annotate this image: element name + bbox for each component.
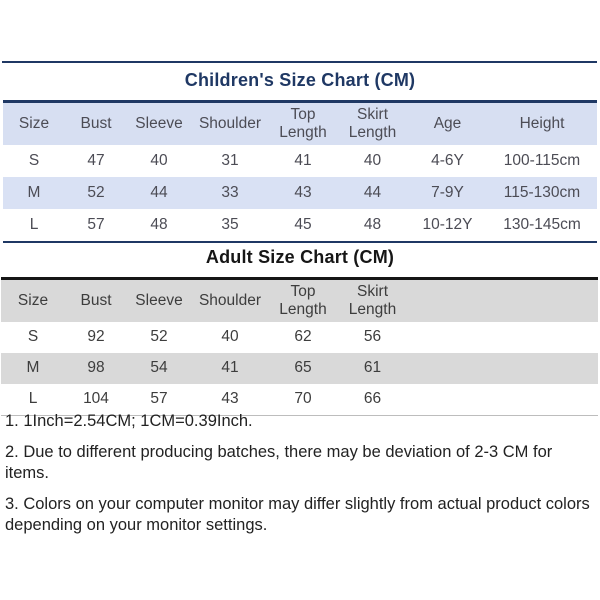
footnote-color-disclaimer: 3. Colors on your computer monitor may d… [5,495,590,534]
footnote-size-deviation: 2. Due to different producing batches, t… [5,443,553,482]
table-cell: 43 [294,183,312,201]
table-cell: 98 [87,359,105,377]
column-header: Skirt Length [348,106,397,141]
table-cell: M [27,183,41,201]
table-row: M 98 54 41 65 61 [1,352,598,384]
adult-header-row: Size Bust Sleeve Shoulder Top Length Skirt Le… [1,278,598,322]
table-cell: 31 [221,151,239,169]
table-row: L 104 57 43 70 66 [1,384,598,416]
table-cell: 56 [363,328,382,346]
top-divider-rule [2,61,597,63]
table-cell: 33 [221,183,239,201]
column-header: Age [433,114,462,132]
table-cell: M [26,359,40,377]
column-header: Shoulder [198,291,262,309]
table-cell: 41 [221,359,239,377]
table-cell: 10-12Y [422,215,473,233]
table-row: S 92 52 40 62 56 [1,322,598,353]
table-cell: 61 [363,359,382,377]
table-cell: 54 [150,359,168,377]
column-header: Sleeve [135,291,183,309]
table-cell: 41 [294,151,312,169]
children-chart-title: Children's Size Chart (CM) [184,70,416,90]
children-header-row: Size Bust Sleeve Shoulder Top Length Skirt Le… [3,101,597,145]
table-cell: 115-130cm [503,183,581,201]
column-header: Bust [80,114,112,132]
adult-size-table: Size Bust Sleeve Shoulder Top Length Skirt Le… [1,277,598,416]
footnotes: 1. 1Inch=2.54CM; 1CM=0.39Inch. 2. Due to… [5,411,595,546]
adult-chart-title: Adult Size Chart (CM) [205,247,395,267]
table-cell: S [27,328,39,346]
table-cell: 57 [150,390,168,408]
table-cell: 57 [87,215,105,233]
table-cell: 66 [363,390,382,408]
table-cell: 40 [363,151,382,169]
table-cell: 44 [363,183,382,201]
table-cell: 40 [221,328,239,346]
table-cell: L [28,390,38,408]
column-header: Height [519,114,565,132]
column-header: Size [17,291,49,309]
table-cell [408,322,598,353]
table-cell: 43 [221,390,239,408]
column-header: Bust [80,291,112,309]
table-cell: 48 [363,215,382,233]
footnote-inch-conversion: 1. 1Inch=2.54CM; 1CM=0.39Inch. [5,412,253,430]
table-cell: S [28,151,40,169]
table-cell: 52 [87,183,105,201]
table-cell: 130-145cm [503,215,581,233]
table-cell: 104 [83,390,109,408]
table-cell: L [29,215,39,233]
table-cell: 62 [294,328,312,346]
table-cell: 47 [87,151,105,169]
column-header: Size [18,114,50,132]
table-cell: 44 [150,183,168,201]
table-cell [408,353,598,384]
table-cell: 48 [150,215,168,233]
table-cell: 92 [87,328,105,346]
table-cell: 70 [294,390,312,408]
column-header: Top Length [279,283,327,318]
table-cell: 65 [294,359,312,377]
column-header: Sleeve [135,114,183,132]
table-cell: 52 [150,328,168,346]
column-header: Shoulder [198,114,262,132]
children-size-table: Size Bust Sleeve Shoulder Top Length Skirt Le… [3,100,597,243]
table-cell: 45 [294,215,312,233]
column-header: Skirt Length [348,283,397,318]
table-row: L 57 48 35 45 48 10-12Y 130-145cm [3,209,597,242]
table-cell: 40 [150,151,168,169]
column-header: Top Length [279,106,327,141]
table-cell: 35 [221,215,239,233]
table-cell: 7-9Y [431,183,464,201]
table-row: S 47 40 31 41 40 4-6Y 100-115cm [3,145,597,177]
table-cell: 100-115cm [503,151,581,169]
column-header [408,279,598,322]
table-cell: 4-6Y [431,151,464,169]
table-row: M 52 44 33 43 44 7-9Y 115-130cm [3,176,597,209]
